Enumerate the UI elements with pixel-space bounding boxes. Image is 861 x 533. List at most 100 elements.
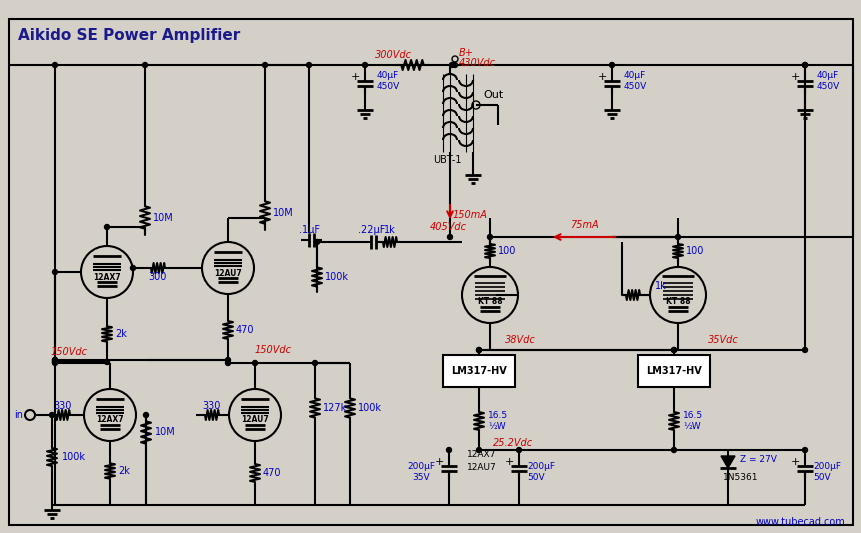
Circle shape (609, 62, 614, 68)
Text: 40μF
450V: 40μF 450V (816, 71, 839, 91)
Text: 1k: 1k (384, 225, 395, 235)
Circle shape (446, 448, 451, 453)
Circle shape (476, 448, 481, 453)
Text: +: + (790, 72, 799, 82)
Circle shape (802, 62, 807, 68)
Text: +: + (350, 72, 359, 82)
Circle shape (802, 62, 807, 68)
Text: 150Vdc: 150Vdc (255, 345, 292, 355)
Text: 300Vdc: 300Vdc (375, 50, 412, 60)
Text: 16.5
½W: 16.5 ½W (682, 411, 703, 431)
Text: 25.2Vdc: 25.2Vdc (492, 438, 532, 448)
Circle shape (313, 360, 317, 366)
Text: 12AX7: 12AX7 (96, 416, 124, 424)
Text: 75mA: 75mA (569, 220, 598, 230)
Circle shape (49, 413, 54, 417)
Text: 100: 100 (498, 246, 516, 256)
Text: 10M: 10M (155, 427, 176, 437)
Circle shape (362, 62, 367, 68)
Circle shape (53, 358, 58, 362)
Circle shape (53, 359, 58, 365)
Bar (443, 355, 514, 387)
Text: 470: 470 (263, 468, 282, 478)
Text: Z = 27V: Z = 27V (739, 456, 776, 464)
Text: 200μF
35V: 200μF 35V (406, 462, 435, 482)
Text: 40μF
450V: 40μF 450V (623, 71, 647, 91)
Circle shape (53, 358, 58, 362)
Circle shape (671, 448, 676, 453)
Text: KT 88: KT 88 (665, 297, 690, 306)
Text: B+: B+ (458, 48, 474, 58)
Circle shape (307, 62, 311, 68)
Bar (637, 355, 709, 387)
Text: 10M: 10M (273, 208, 294, 218)
Circle shape (130, 265, 135, 271)
Circle shape (671, 348, 676, 352)
Polygon shape (720, 456, 734, 468)
Text: 12AU7: 12AU7 (214, 269, 242, 278)
Text: LM317-HV: LM317-HV (646, 366, 701, 376)
Circle shape (516, 448, 521, 453)
Text: 40μF
450V: 40μF 450V (376, 71, 400, 91)
Circle shape (143, 413, 148, 417)
Text: 100k: 100k (62, 452, 86, 462)
Circle shape (675, 235, 679, 239)
Circle shape (802, 448, 807, 453)
Text: 2k: 2k (118, 466, 130, 476)
Text: 12AX7: 12AX7 (93, 272, 121, 281)
Text: 100k: 100k (325, 272, 349, 282)
Circle shape (263, 62, 267, 68)
Text: +: + (597, 72, 606, 82)
Text: 200μF
50V: 200μF 50V (526, 462, 554, 482)
Text: LM317-HV: LM317-HV (450, 366, 506, 376)
Circle shape (104, 359, 109, 365)
Text: 12AX7: 12AX7 (467, 450, 496, 459)
Circle shape (487, 235, 492, 239)
Circle shape (226, 360, 230, 366)
Text: UBT-1: UBT-1 (432, 155, 461, 165)
Circle shape (53, 270, 58, 274)
Text: 430Vdc: 430Vdc (458, 58, 495, 68)
Text: .1μF: .1μF (299, 225, 320, 235)
Circle shape (104, 224, 109, 230)
Circle shape (53, 62, 58, 68)
Circle shape (449, 62, 454, 68)
Circle shape (476, 348, 481, 352)
Circle shape (252, 360, 257, 366)
Text: www.tubecad.com: www.tubecad.com (754, 517, 844, 527)
Circle shape (452, 62, 457, 68)
Text: 470: 470 (236, 325, 254, 335)
Text: +: + (434, 457, 443, 467)
Circle shape (314, 239, 319, 245)
Text: 35Vdc: 35Vdc (707, 335, 738, 345)
Circle shape (802, 348, 807, 352)
Text: 1k: 1k (654, 281, 666, 291)
Circle shape (226, 358, 230, 362)
Text: 330: 330 (53, 401, 72, 411)
Text: 200μF
50V: 200μF 50V (812, 462, 840, 482)
Text: 100k: 100k (357, 403, 381, 413)
Text: 1N5361: 1N5361 (722, 473, 758, 482)
Text: Out: Out (482, 90, 503, 100)
Circle shape (476, 348, 481, 352)
Text: 12AU7: 12AU7 (467, 464, 496, 472)
Text: 2k: 2k (115, 329, 127, 339)
Text: 300: 300 (149, 272, 167, 282)
Text: 150Vdc: 150Vdc (51, 347, 88, 357)
Text: 10M: 10M (152, 213, 174, 223)
Text: 100: 100 (685, 246, 703, 256)
Text: 16.5
½W: 16.5 ½W (487, 411, 507, 431)
Text: in: in (15, 410, 23, 420)
Text: 38Vdc: 38Vdc (505, 335, 536, 345)
Text: 330: 330 (202, 401, 221, 411)
Text: +: + (790, 457, 799, 467)
Text: KT 88: KT 88 (477, 297, 502, 306)
Circle shape (53, 359, 58, 365)
Circle shape (142, 62, 147, 68)
Text: 405Vdc: 405Vdc (430, 222, 467, 232)
Text: .22μF: .22μF (358, 225, 385, 235)
Text: Aikido SE Power Amplifier: Aikido SE Power Amplifier (18, 28, 240, 43)
Circle shape (447, 235, 452, 239)
Text: 127k: 127k (323, 403, 347, 413)
Circle shape (53, 360, 58, 366)
